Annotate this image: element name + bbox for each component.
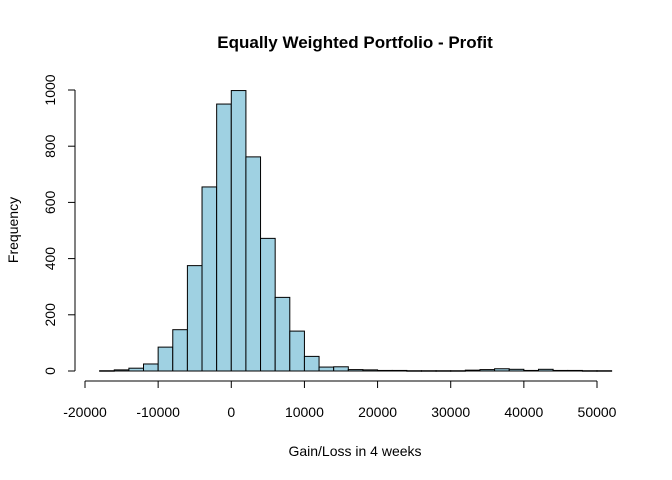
- y-tick-label: 800: [42, 134, 58, 158]
- histogram-bar: [420, 370, 437, 372]
- histogram-bar: [260, 237, 276, 372]
- y-tick-label: 600: [42, 191, 58, 215]
- histogram-bar: [362, 369, 379, 372]
- x-tick-label: 50000: [578, 404, 617, 420]
- histogram-bar: [479, 369, 496, 372]
- histogram-bar: [347, 369, 364, 372]
- histogram-bar: [128, 367, 145, 372]
- y-tick-label: 200: [42, 303, 58, 327]
- x-tick-label: 40000: [504, 404, 543, 420]
- histogram-bars: [99, 90, 613, 372]
- x-tick-label: 0: [227, 404, 235, 420]
- chart-title: Equally Weighted Portfolio - Profit: [217, 33, 493, 52]
- histogram-bar: [230, 90, 247, 372]
- x-tick-label: -20000: [63, 404, 107, 420]
- histogram-bar: [596, 370, 613, 372]
- x-axis-label: Gain/Loss in 4 weeks: [288, 443, 421, 459]
- histogram-bar: [318, 366, 335, 372]
- x-axis: -20000 -10000 0 10000 20000 30000 40000 50000: [63, 380, 617, 420]
- histogram-bar: [464, 369, 481, 372]
- histogram-bar: [508, 368, 525, 372]
- histogram-bar: [245, 156, 262, 372]
- y-tick-label: 1000: [42, 74, 58, 105]
- histogram-bar: [333, 366, 349, 372]
- histogram-bar: [303, 355, 320, 372]
- histogram-bar: [567, 369, 583, 372]
- histogram-bar: [377, 369, 393, 372]
- y-axis-label: Frequency: [5, 197, 21, 263]
- histogram-bar: [552, 369, 569, 372]
- histogram-bar: [406, 370, 422, 372]
- x-tick-label: 10000: [285, 404, 324, 420]
- histogram-bar: [143, 363, 159, 372]
- histogram-bar: [274, 296, 291, 372]
- x-tick-label: -10000: [136, 404, 180, 420]
- y-axis: 0 200 400 600 800 1000: [42, 74, 76, 375]
- histogram-bar: [216, 103, 232, 372]
- histogram-bar: [186, 265, 203, 372]
- x-tick-label: 30000: [431, 404, 470, 420]
- histogram-bar: [581, 370, 598, 372]
- y-tick-label: 0: [42, 367, 58, 375]
- histogram-bar: [435, 370, 452, 372]
- histogram-bar: [391, 369, 408, 372]
- histogram-bar: [289, 330, 305, 372]
- y-tick-label: 400: [42, 247, 58, 271]
- x-tick-label: 20000: [358, 404, 397, 420]
- histogram-bar: [537, 368, 554, 372]
- histogram-bar: [172, 329, 188, 372]
- histogram-bar: [113, 369, 130, 372]
- histogram-bar: [494, 368, 510, 372]
- histogram-bar: [523, 369, 539, 372]
- histogram-bar: [450, 370, 466, 372]
- histogram-bar: [201, 186, 218, 372]
- histogram-bar: [157, 346, 174, 372]
- histogram-bar: [99, 370, 115, 372]
